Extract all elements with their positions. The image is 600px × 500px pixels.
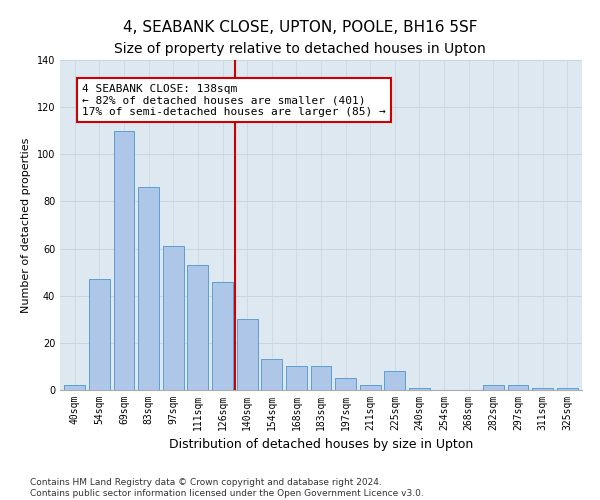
- Bar: [138, 188, 159, 390]
- Bar: [409, 388, 430, 390]
- X-axis label: Distribution of detached houses by size in Upton: Distribution of detached houses by size …: [169, 438, 473, 452]
- Y-axis label: Number of detached properties: Number of detached properties: [21, 138, 31, 312]
- Bar: [163, 246, 184, 390]
- Bar: [187, 265, 208, 390]
- Bar: [113, 130, 134, 390]
- Bar: [236, 320, 257, 390]
- Bar: [311, 366, 331, 390]
- Bar: [557, 388, 578, 390]
- Bar: [261, 360, 282, 390]
- Bar: [508, 386, 529, 390]
- Text: 4 SEABANK CLOSE: 138sqm
← 82% of detached houses are smaller (401)
17% of semi-d: 4 SEABANK CLOSE: 138sqm ← 82% of detache…: [82, 84, 386, 117]
- Bar: [89, 279, 110, 390]
- Bar: [532, 388, 553, 390]
- Text: Size of property relative to detached houses in Upton: Size of property relative to detached ho…: [114, 42, 486, 56]
- Bar: [64, 386, 85, 390]
- Bar: [335, 378, 356, 390]
- Bar: [360, 386, 381, 390]
- Text: Contains HM Land Registry data © Crown copyright and database right 2024.
Contai: Contains HM Land Registry data © Crown c…: [30, 478, 424, 498]
- Bar: [483, 386, 504, 390]
- Text: 4, SEABANK CLOSE, UPTON, POOLE, BH16 5SF: 4, SEABANK CLOSE, UPTON, POOLE, BH16 5SF: [123, 20, 477, 35]
- Bar: [385, 371, 406, 390]
- Bar: [212, 282, 233, 390]
- Bar: [286, 366, 307, 390]
